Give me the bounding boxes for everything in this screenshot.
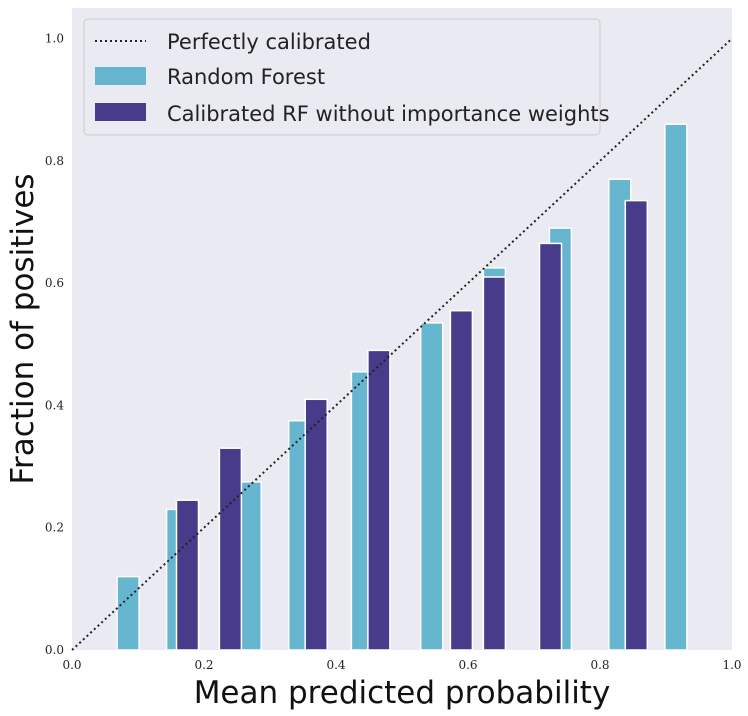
calibrated-bar-4 — [449, 309, 474, 651]
y-axis-label: Fraction of positives — [5, 173, 41, 484]
calibrated-bar-6 — [538, 242, 563, 651]
y-tick-label-2: 0.4 — [45, 398, 64, 412]
calibrated-bar-5 — [482, 276, 507, 651]
x-tick-label-0: 0.0 — [62, 658, 81, 672]
legend-swatch-random-forest — [95, 67, 146, 85]
y-tick-label-1: 0.2 — [45, 521, 64, 535]
bars-layer — [116, 123, 688, 651]
legend-label-reference: Perfectly calibrated — [167, 30, 371, 54]
y-tick-label-5: 1.0 — [45, 32, 64, 46]
y-tick-label-4: 0.8 — [45, 154, 64, 168]
ticks-layer: 0.0 0.2 0.4 0.6 0.8 1.0 0.0 0.2 0.4 0.6 0.8 1.0 — [45, 32, 742, 672]
x-tick-label-5: 1.0 — [722, 658, 741, 672]
calibrated-bar-0 — [175, 499, 200, 651]
x-axis-label: Mean predicted probability — [194, 675, 611, 711]
rf-bar-0 — [116, 575, 140, 651]
legend-box — [83, 18, 601, 136]
x-tick-label-3: 0.6 — [458, 658, 477, 672]
legend-swatch-calibrated-rf — [95, 103, 146, 121]
x-tick-label-4: 0.8 — [590, 658, 609, 672]
rf-bar-2 — [238, 481, 262, 651]
y-tick-label-3: 0.6 — [45, 276, 64, 290]
calibrated-bar-1 — [218, 447, 243, 651]
rf-bar-5 — [419, 322, 444, 651]
legend-label-calibrated-rf: Calibrated RF without importance weights — [167, 102, 610, 126]
calibrated-bar-3 — [367, 349, 391, 651]
calibrated-bar-7 — [624, 199, 649, 651]
x-tick-label-2: 0.4 — [326, 658, 345, 672]
legend-label-random-forest: Random Forest — [167, 65, 325, 89]
y-tick-label-0: 0.0 — [45, 643, 64, 657]
rf-bar-9 — [664, 123, 688, 651]
calibrated-bar-2 — [304, 398, 328, 651]
legend: Perfectly calibrated Random Forest Calib… — [83, 18, 610, 136]
x-tick-label-1: 0.2 — [194, 658, 213, 672]
